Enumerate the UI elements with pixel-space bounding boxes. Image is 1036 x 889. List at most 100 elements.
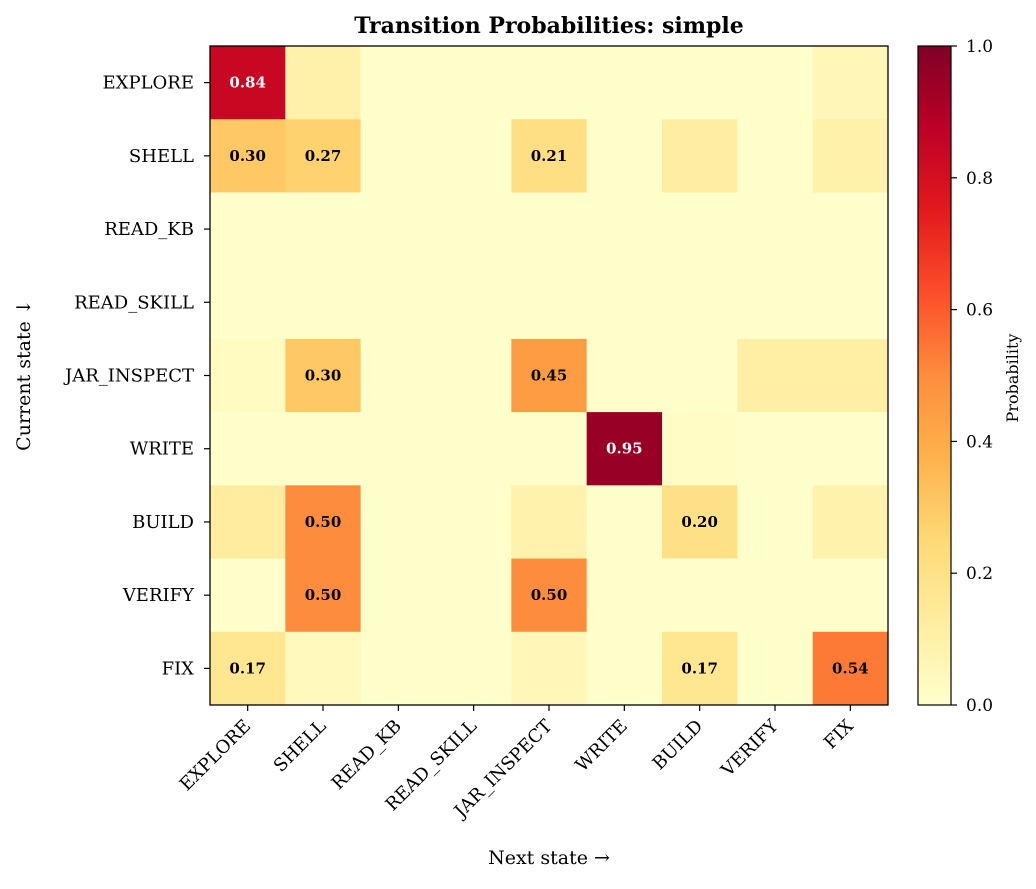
heatmap-cell	[586, 485, 663, 559]
cell-value-label: 0.17	[229, 659, 266, 677]
y-tick-label: SHELL	[129, 146, 194, 167]
heatmap-cell	[662, 119, 738, 193]
colorbar	[917, 45, 952, 706]
cell-value-label: 0.50	[305, 586, 342, 604]
heatmap-cell	[812, 338, 889, 413]
y-tick-label: READ_SKILL	[74, 292, 194, 313]
heatmap-cell	[586, 265, 663, 340]
x-tick-label: WRITE	[572, 716, 632, 776]
chart-title: Transition Probabilities: simple	[354, 13, 744, 39]
colorbar-tick-label: 1.0	[966, 37, 993, 57]
cell-value-label: 0.30	[229, 147, 266, 165]
heatmap-cell	[737, 485, 814, 559]
x-tick-label: VERIFY	[717, 715, 784, 782]
heatmap-cell	[360, 412, 437, 486]
heatmap-cell	[586, 46, 663, 120]
y-axis-ticks: EXPLORE SHELL READ_KB READ_SKILL JAR_INSPECT…	[63, 73, 210, 679]
cell-value-label: 0.17	[681, 659, 718, 677]
heatmap-cell	[285, 631, 362, 706]
y-tick-label: WRITE	[130, 439, 194, 460]
heatmap-cell	[436, 192, 512, 267]
heatmap-cell	[662, 265, 738, 340]
colorbar-label: Probability	[1003, 334, 1022, 423]
y-tick-label: FIX	[162, 658, 195, 679]
heatmap-cell	[360, 558, 437, 633]
heatmap-cell	[662, 558, 738, 633]
heatmap-cell	[586, 631, 663, 706]
heatmap-cell	[737, 558, 814, 633]
heatmap-cell	[511, 46, 588, 120]
heatmap-cells	[210, 46, 889, 706]
heatmap-cell	[285, 338, 362, 413]
cell-value-label: 0.50	[531, 586, 568, 604]
heatmap-cell	[511, 631, 588, 706]
heatmap-cell	[662, 46, 738, 120]
y-tick-label: JAR_INSPECT	[63, 366, 194, 387]
heatmap-cell	[436, 631, 512, 706]
heatmap-cell	[436, 119, 512, 193]
heatmap-cell	[511, 558, 588, 633]
y-tick-label: BUILD	[132, 512, 194, 533]
colorbar-tick-label: 0.4	[966, 432, 993, 452]
y-tick-label: EXPLORE	[103, 73, 194, 94]
heatmap-cell	[285, 412, 362, 486]
x-axis-label: Next state →	[488, 847, 610, 869]
heatmap-cell	[737, 631, 814, 706]
heatmap-cell	[511, 192, 588, 267]
heatmap-cell	[662, 485, 738, 559]
heatmap-cell	[737, 265, 814, 340]
heatmap-cell	[511, 119, 588, 193]
heatmap-cell	[285, 119, 362, 193]
heatmap-cell	[285, 192, 362, 267]
colorbar-ticks: 0.0 0.2 0.4 0.6 0.8 1.0	[951, 37, 993, 716]
heatmap-cell	[436, 558, 512, 633]
heatmap-cell	[662, 412, 738, 486]
heatmap-cell	[436, 265, 512, 340]
heatmap-cell	[586, 192, 663, 267]
heatmap-cell	[285, 485, 362, 559]
heatmap-cell	[360, 46, 437, 120]
y-tick-label: READ_KB	[104, 219, 194, 240]
colorbar-tick-label: 0.0	[966, 696, 993, 716]
heatmap-cell	[737, 119, 814, 193]
heatmap-cell	[360, 119, 437, 193]
cell-value-label: 0.20	[681, 513, 718, 531]
heatmap-cell	[285, 265, 362, 340]
heatmap-cell	[511, 338, 588, 413]
heatmap-cell	[812, 631, 889, 706]
x-tick-label: EXPLORE	[176, 716, 256, 796]
heatmap-cell	[210, 338, 286, 413]
heatmap-cell	[210, 558, 286, 633]
heatmap-cell	[586, 412, 663, 486]
cell-value-label: 0.95	[606, 440, 643, 458]
heatmap-cell	[812, 412, 889, 486]
cell-value-label: 0.30	[305, 367, 342, 385]
cell-value-label: 0.45	[531, 367, 568, 385]
cell-value-label: 0.50	[305, 513, 342, 531]
x-axis-ticks: EXPLORE SHELLREAD_KBREAD_SKILLJAR_INSPECT…	[176, 705, 858, 823]
heatmap-cell	[210, 119, 286, 193]
cell-value-label: 0.54	[832, 659, 869, 677]
heatmap-cell	[210, 192, 286, 267]
heatmap-cell	[285, 46, 362, 120]
heatmap-cell	[737, 412, 814, 486]
y-axis-label: Current state ↓	[13, 299, 35, 451]
heatmap-cell	[210, 46, 286, 120]
heatmap-cell	[662, 192, 738, 267]
heatmap-cell	[737, 338, 814, 413]
cell-annotations: 0.84 0.30 0.27 0.21 0.30 0.45 0.95 0.50 0.20 0.50…	[229, 74, 868, 678]
x-tick-label: SHELL	[270, 716, 331, 777]
heatmap-cell	[511, 485, 588, 559]
heatmap-cell	[436, 412, 512, 486]
heatmap-cell	[210, 485, 286, 559]
x-tick-label: FIX	[820, 716, 858, 754]
heatmap-cell	[436, 485, 512, 559]
heatmap-cell	[210, 265, 286, 340]
colorbar-tick-label: 0.6	[966, 301, 993, 321]
heatmap-cell	[812, 485, 889, 559]
heatmap-cell	[812, 265, 889, 340]
heatmap-cell	[812, 192, 889, 267]
heatmap-cell	[812, 119, 889, 193]
